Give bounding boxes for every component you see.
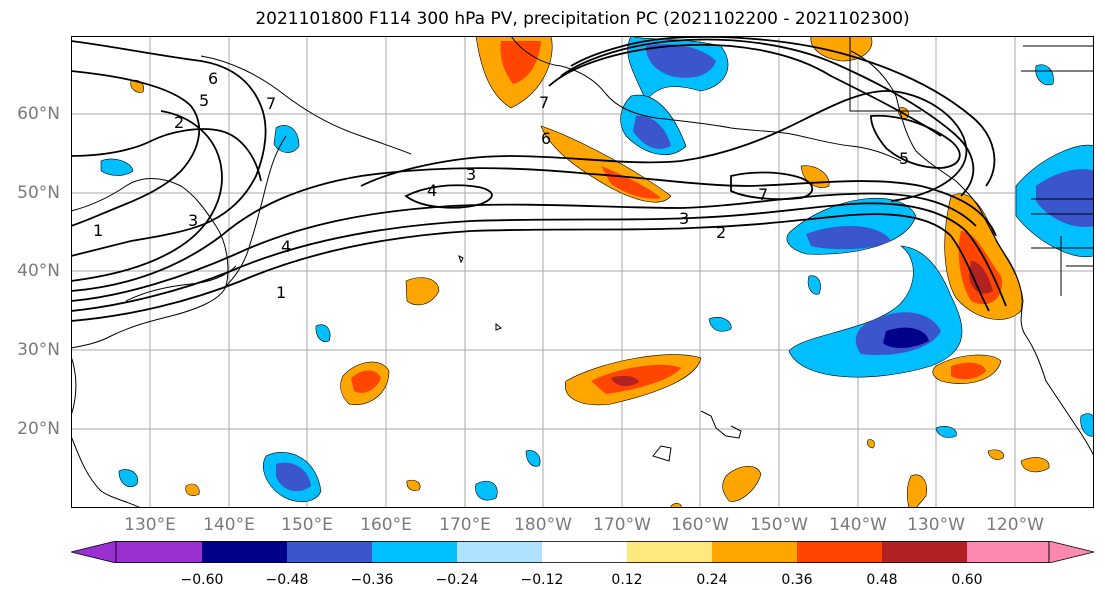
lon-label-150w: 150°W <box>750 515 808 535</box>
colorbar-tick-pos024: 0.24 <box>696 572 728 588</box>
colorbar-segment-4 <box>372 541 457 563</box>
pv-label-5a: 5 <box>199 91 209 110</box>
lon-label-170e: 170°E <box>439 515 491 535</box>
colorbar <box>70 540 1095 564</box>
colorbar-extend-high <box>1048 540 1095 564</box>
lon-label-140e: 140°E <box>203 515 255 535</box>
lat-label-50n: 50°N <box>17 183 60 203</box>
pv-label-3b: 3 <box>466 165 476 184</box>
lat-label-60n: 60°N <box>17 104 60 124</box>
colorbar-tick-pos012: 0.12 <box>611 572 643 588</box>
pv-label-4b: 4 <box>427 181 437 200</box>
colorbar-tick-neg060: −0.60 <box>180 572 224 588</box>
colorbar-segment-9 <box>797 541 882 563</box>
colorbar-tick-pos060: 0.60 <box>951 572 983 588</box>
pv-label-1a: 1 <box>93 221 103 240</box>
colorbar-tick-pos048: 0.48 <box>866 572 898 588</box>
pv-label-7c: 7 <box>758 185 768 204</box>
colorbar-tick-neg036: −0.36 <box>350 572 394 588</box>
pv-contour-labels: 1 1 2 2 3 3 3 4 4 5 5 6 6 7 7 7 <box>93 69 909 302</box>
lon-label-180w: 180°W <box>514 515 572 535</box>
colorbar-tick-neg012: −0.12 <box>520 572 564 588</box>
colorbar-segment-5 <box>457 541 542 563</box>
pv-label-3a: 3 <box>188 211 198 230</box>
lon-label-150e: 150°E <box>281 515 333 535</box>
colorbar-segment-3 <box>287 541 372 563</box>
lon-label-140w: 140°W <box>829 515 887 535</box>
map-title: 2021101800 F114 300 hPa PV, precipitatio… <box>255 9 910 29</box>
colorbar-extend-low <box>70 540 117 564</box>
colorbar-segment-8 <box>712 541 797 563</box>
lon-label-170w: 170°W <box>593 515 651 535</box>
lon-label-130e: 130°E <box>124 515 176 535</box>
pv-label-6a: 6 <box>208 69 218 88</box>
lon-label-120w: 120°W <box>986 515 1044 535</box>
colorbar-segment-2 <box>202 541 287 563</box>
pv-label-5b: 5 <box>899 149 909 168</box>
pv-label-7b: 7 <box>539 93 549 112</box>
colorbar-segment-6 <box>542 541 627 563</box>
negative-precip-areas <box>100 36 1094 502</box>
lon-label-130w: 130°W <box>907 515 965 535</box>
pv-contours <box>71 36 1007 322</box>
pv-label-2a: 2 <box>174 113 184 132</box>
colorbar-segment-11 <box>967 541 1049 563</box>
lat-label-20n: 20°N <box>17 419 60 439</box>
pv-label-1b: 1 <box>276 283 286 302</box>
pv-label-7a: 7 <box>266 94 276 113</box>
pv-label-3c: 3 <box>679 209 689 228</box>
colorbar-tick-neg048: −0.48 <box>265 572 309 588</box>
colorbar-segment-7 <box>627 541 712 563</box>
map-plot-area: 1 1 2 2 3 3 3 4 4 5 5 6 6 7 7 7 <box>71 36 1094 508</box>
pv-label-2b: 2 <box>716 223 726 242</box>
colorbar-tick-neg024: −0.24 <box>435 572 479 588</box>
colorbar-segment-10 <box>882 541 967 563</box>
lon-label-160e: 160°E <box>360 515 412 535</box>
positive-precip-areas <box>130 36 1050 508</box>
colorbar-tick-pos036: 0.36 <box>781 572 813 588</box>
pv-label-4a: 4 <box>281 237 291 256</box>
lat-label-40n: 40°N <box>17 261 60 281</box>
lat-label-30n: 30°N <box>17 340 60 360</box>
pv-label-6b: 6 <box>541 129 551 148</box>
colorbar-segment-1 <box>116 541 202 563</box>
lon-label-160w: 160°W <box>671 515 729 535</box>
